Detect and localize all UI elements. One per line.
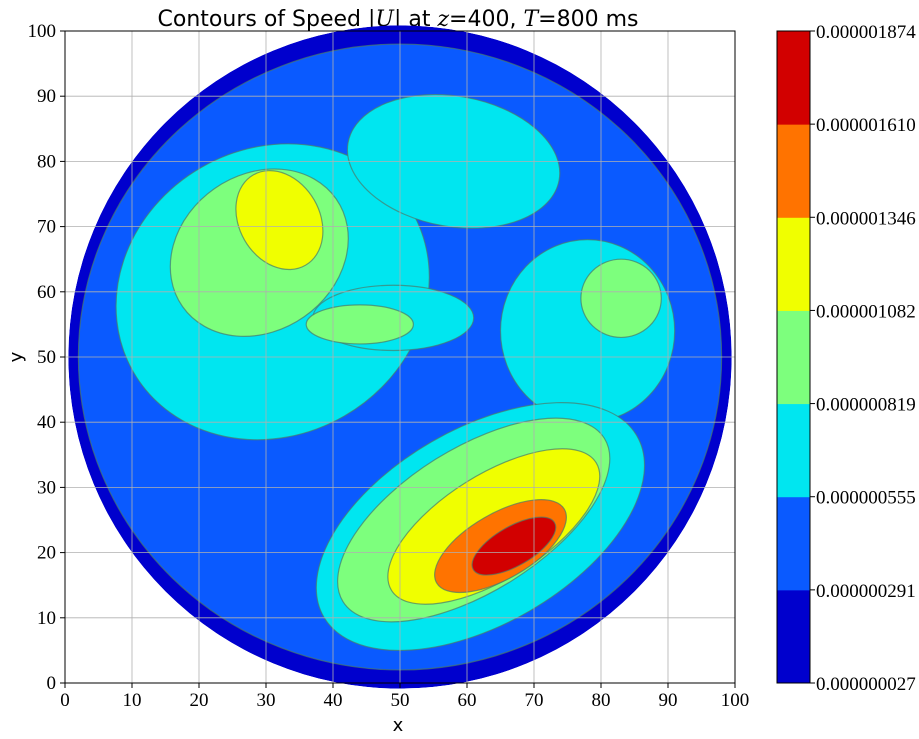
contour-region-10 [235, 170, 324, 271]
y-tick-label: 90 [37, 86, 56, 107]
colorbar-band-5 [777, 124, 810, 218]
colorbar-band-6 [777, 31, 810, 125]
y-tick-label: 50 [37, 347, 56, 368]
colorbar-frame [776, 30, 811, 684]
colorbar-tick-label: 0.000001874 [816, 22, 916, 43]
x-tick-label: 90 [659, 690, 678, 711]
x-tick-label: 50 [391, 690, 410, 711]
x-tick-label: 0 [60, 690, 70, 711]
x-tick-label: 30 [257, 690, 276, 711]
colorbar-tick-label: 0.000001610 [816, 115, 916, 136]
x-tick-label: 80 [592, 690, 611, 711]
colorbar-tick-label: 0.000000819 [816, 395, 916, 416]
colorbar-tick-label: 0.000001346 [816, 208, 916, 229]
grid-lines [65, 31, 735, 683]
colorbar-bands [777, 31, 810, 684]
x-tick-label: 70 [525, 690, 544, 711]
y-tick-label: 0 [47, 673, 57, 694]
y-tick-label: 10 [37, 608, 56, 629]
contour-region-9 [580, 258, 662, 339]
colorbar-ticks: 0.000000027 0.000000291 0.000000555 0.00000… [810, 22, 916, 695]
colorbar-tick-label: 0.000001082 [816, 301, 916, 322]
chart-title: Contours of Speed |U| at z=400, T=800 ms [158, 7, 639, 32]
colorbar: 0.000000027 0.000000291 0.000000555 0.00000… [776, 22, 916, 695]
x-tick-label: 10 [123, 690, 142, 711]
colorbar-band-1 [777, 496, 810, 591]
y-tick-label: 30 [37, 477, 56, 498]
colorbar-tick-label: 0.000000291 [816, 581, 916, 602]
contour-region-13 [471, 516, 557, 576]
y-tick-label: 70 [37, 217, 56, 238]
colorbar-band-4 [777, 217, 810, 311]
x-tick-label: 100 [721, 690, 750, 711]
plot-area: 0 10 20 30 40 50 60 70 80 90 100 0 10 20 30 40 50 60 70 80… [28, 21, 750, 711]
x-tick-label: 60 [458, 690, 477, 711]
y-tick-label: 60 [37, 282, 56, 303]
y-ticks: 0 10 20 30 40 50 60 70 80 90 100 [28, 21, 65, 694]
y-tick-label: 80 [37, 151, 56, 172]
x-tick-label: 20 [190, 690, 209, 711]
y-tick-label: 100 [28, 21, 57, 42]
x-axis-label: x [393, 715, 404, 736]
x-tick-label: 40 [324, 690, 343, 711]
contour-region-7 [305, 304, 414, 345]
y-tick-label: 40 [37, 412, 56, 433]
colorbar-tick-label: 0.000000555 [816, 488, 916, 509]
colorbar-tick-label: 0.000000027 [816, 674, 916, 695]
x-ticks: 0 10 20 30 40 50 60 70 80 90 100 [60, 683, 749, 711]
contour-region-3 [499, 239, 676, 423]
colorbar-band-2 [777, 403, 810, 498]
y-tick-label: 20 [37, 543, 56, 564]
y-axis-label: y [6, 351, 27, 362]
colorbar-band-3 [777, 310, 810, 405]
colorbar-band-0 [777, 589, 810, 684]
